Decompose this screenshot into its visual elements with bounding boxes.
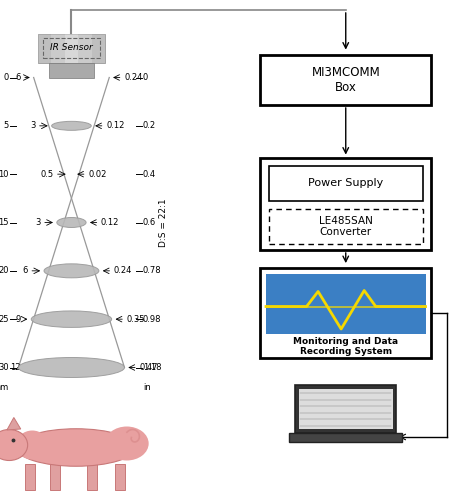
FancyBboxPatch shape — [91, 34, 105, 62]
Text: 0.24: 0.24 — [113, 266, 132, 276]
Text: 0.12: 0.12 — [106, 122, 124, 130]
Ellipse shape — [16, 428, 136, 466]
FancyBboxPatch shape — [260, 268, 431, 358]
Text: 0.4: 0.4 — [143, 170, 156, 178]
Text: 0.98: 0.98 — [143, 314, 161, 324]
FancyBboxPatch shape — [38, 34, 105, 62]
FancyBboxPatch shape — [87, 464, 97, 490]
Text: 25: 25 — [0, 314, 9, 324]
Text: D:S = 22:1: D:S = 22:1 — [159, 198, 168, 247]
Text: 6: 6 — [15, 73, 21, 82]
Polygon shape — [7, 418, 21, 430]
FancyBboxPatch shape — [25, 464, 35, 490]
FancyBboxPatch shape — [269, 209, 423, 244]
Text: 1.18: 1.18 — [143, 363, 161, 372]
FancyBboxPatch shape — [260, 158, 431, 250]
Ellipse shape — [18, 358, 124, 378]
FancyBboxPatch shape — [115, 464, 125, 490]
FancyBboxPatch shape — [290, 432, 402, 442]
Text: 12: 12 — [10, 363, 21, 372]
Text: 0.47: 0.47 — [139, 363, 158, 372]
Text: 0: 0 — [143, 73, 148, 82]
FancyBboxPatch shape — [266, 274, 426, 334]
FancyBboxPatch shape — [269, 166, 423, 201]
FancyBboxPatch shape — [65, 34, 78, 62]
FancyBboxPatch shape — [51, 34, 65, 62]
Text: 9: 9 — [16, 314, 21, 324]
Text: 20: 20 — [0, 266, 9, 276]
FancyBboxPatch shape — [49, 62, 94, 78]
Text: MI3MCOMM
Box: MI3MCOMM Box — [311, 66, 380, 94]
Text: 3: 3 — [35, 218, 41, 227]
Text: 0.6: 0.6 — [143, 218, 156, 227]
Ellipse shape — [57, 218, 86, 228]
Text: Monitoring and Data
Recording System: Monitoring and Data Recording System — [293, 337, 398, 356]
Text: in: in — [143, 383, 151, 392]
Text: 0.2: 0.2 — [143, 122, 156, 130]
Text: 10: 10 — [0, 170, 9, 178]
Text: IR Sensor: IR Sensor — [50, 44, 93, 52]
Text: 0.5: 0.5 — [41, 170, 53, 178]
Text: 5: 5 — [4, 122, 9, 130]
Text: Power Supply: Power Supply — [308, 178, 384, 188]
Text: 0.02: 0.02 — [88, 170, 106, 178]
Text: LE485SAN
Converter: LE485SAN Converter — [319, 216, 372, 238]
Text: 0.12: 0.12 — [101, 218, 119, 227]
FancyBboxPatch shape — [299, 389, 393, 428]
Ellipse shape — [52, 122, 91, 130]
Ellipse shape — [44, 264, 99, 278]
Text: 0.24: 0.24 — [124, 73, 142, 82]
Text: 15: 15 — [0, 218, 9, 227]
FancyBboxPatch shape — [50, 464, 60, 490]
Text: mm: mm — [0, 383, 9, 392]
Text: 3: 3 — [30, 122, 35, 130]
Text: 30: 30 — [0, 363, 9, 372]
Text: 0: 0 — [4, 73, 9, 82]
FancyBboxPatch shape — [295, 385, 396, 432]
Ellipse shape — [105, 426, 148, 460]
Text: 0.78: 0.78 — [143, 266, 161, 276]
FancyBboxPatch shape — [260, 55, 431, 105]
Text: 6: 6 — [23, 266, 28, 276]
FancyBboxPatch shape — [38, 34, 51, 62]
FancyBboxPatch shape — [78, 34, 91, 62]
Ellipse shape — [16, 430, 48, 460]
Ellipse shape — [0, 430, 28, 460]
Text: 0.35: 0.35 — [126, 314, 145, 324]
Ellipse shape — [31, 311, 112, 328]
